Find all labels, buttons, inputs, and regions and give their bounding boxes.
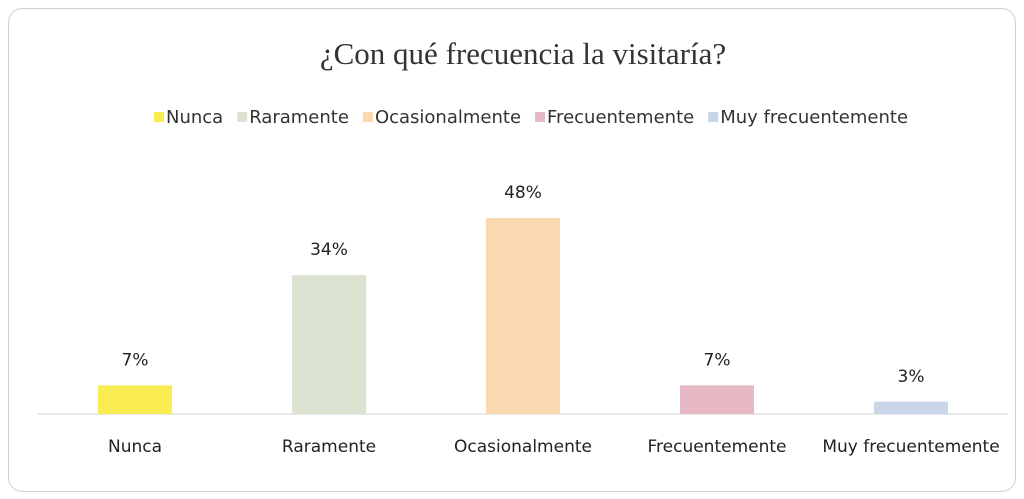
- x-tick-label: Muy frecuentemente: [822, 437, 999, 457]
- legend-swatch: [362, 112, 373, 122]
- legend-swatch: [237, 112, 248, 122]
- x-tick-label: Ocasionalmente: [454, 437, 592, 457]
- legend-swatch: [535, 112, 546, 122]
- data-label: 7%: [122, 350, 149, 370]
- x-tick-label: Raramente: [282, 437, 376, 457]
- bar: [874, 401, 948, 414]
- data-label: 7%: [704, 350, 731, 370]
- legend-label: Frecuentemente: [547, 107, 694, 128]
- legend-swatch: [153, 112, 164, 122]
- x-tick-label: Nunca: [108, 437, 162, 457]
- legend-label: Raramente: [249, 107, 349, 128]
- legend-label: Ocasionalmente: [375, 107, 521, 128]
- legend-label: Muy frecuentemente: [720, 107, 908, 128]
- bar: [292, 275, 366, 414]
- bar: [680, 385, 754, 414]
- legend-label: Nunca: [166, 107, 223, 128]
- data-label: 48%: [504, 183, 542, 203]
- data-label: 3%: [898, 367, 925, 387]
- legend-swatch: [708, 112, 719, 122]
- x-tick-label: Frecuentemente: [647, 437, 786, 457]
- bar: [98, 385, 172, 414]
- data-label: 34%: [310, 240, 348, 260]
- bar: [486, 218, 560, 414]
- chart-title: ¿Con qué frecuencia la visitaría?: [320, 36, 726, 71]
